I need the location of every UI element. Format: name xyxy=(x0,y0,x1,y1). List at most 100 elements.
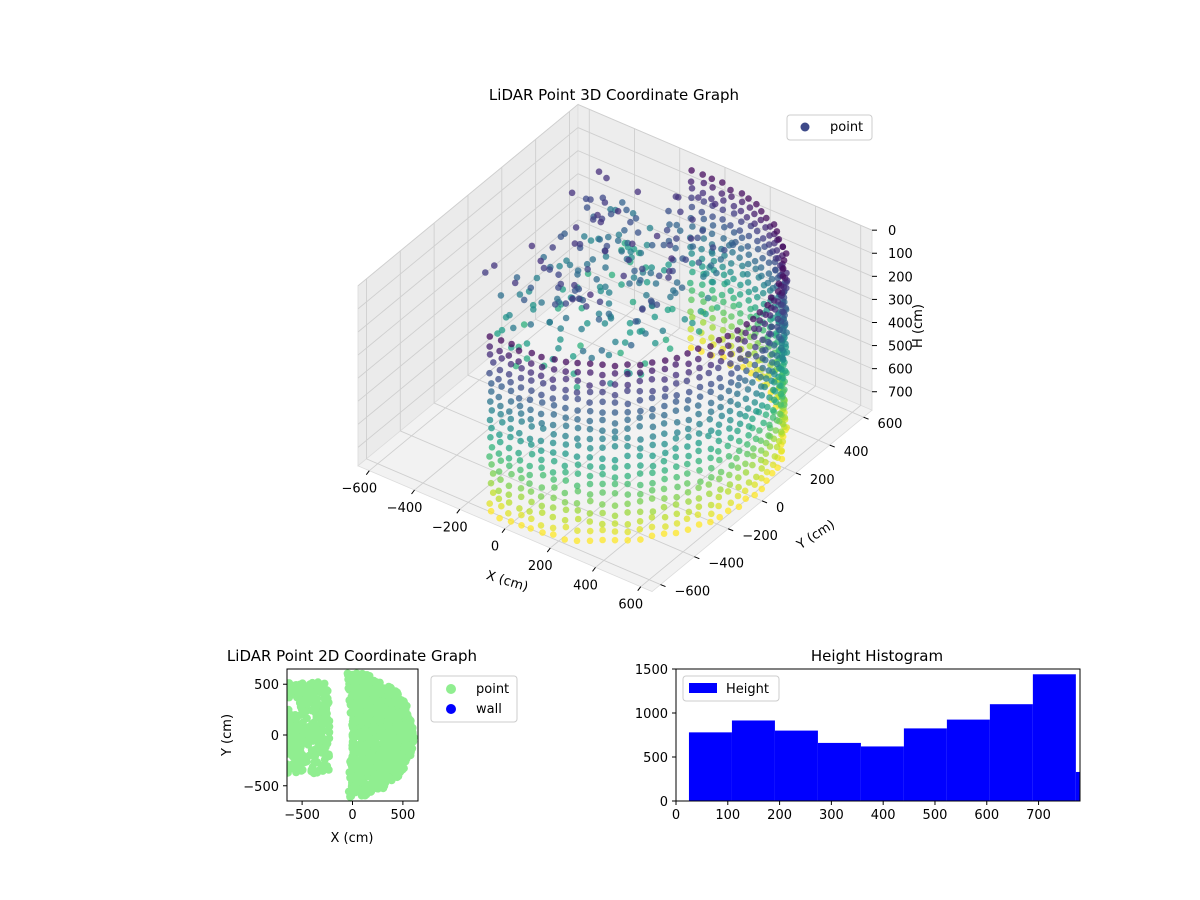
point-3d xyxy=(699,337,706,345)
point-3d xyxy=(624,387,631,395)
point-3d xyxy=(562,414,569,422)
point-3d xyxy=(549,395,557,402)
point-2d xyxy=(394,767,403,775)
point-3d xyxy=(598,347,606,354)
point-3d xyxy=(649,508,657,515)
point-3d xyxy=(737,355,744,362)
point-3d xyxy=(695,457,703,465)
histogram-bar xyxy=(946,719,990,801)
chart-3d-legend: point xyxy=(786,114,873,141)
point-3d xyxy=(659,327,667,335)
point-3d xyxy=(661,357,669,364)
point-3d xyxy=(506,311,513,319)
point-2d xyxy=(301,737,310,746)
point-3d xyxy=(528,387,535,395)
point-3d xyxy=(741,377,749,384)
point-3d xyxy=(538,484,546,491)
point-3d xyxy=(684,526,692,533)
point-2d xyxy=(373,762,382,771)
point-3d xyxy=(758,392,766,399)
point-2d xyxy=(383,754,392,763)
point-3d xyxy=(775,280,783,288)
point-3d xyxy=(758,465,765,472)
point-3d xyxy=(726,471,733,479)
point-3d xyxy=(662,336,670,344)
point-3d xyxy=(562,368,569,375)
point-3d xyxy=(550,457,558,465)
point-3d xyxy=(539,529,546,536)
point-3d xyxy=(751,210,758,218)
point-3d xyxy=(571,240,579,247)
point-3d xyxy=(759,347,766,354)
point-3d xyxy=(518,418,525,425)
point-3d xyxy=(538,353,545,361)
point-2d xyxy=(365,758,374,767)
point-3d xyxy=(589,256,597,263)
point-3d xyxy=(716,513,723,521)
point-3d xyxy=(625,256,632,264)
point-2d xyxy=(355,786,364,795)
chart-histogram-legend-swatch xyxy=(689,683,717,693)
point-3d xyxy=(752,435,760,443)
point-3d xyxy=(684,460,691,468)
point-3d xyxy=(724,279,731,286)
point-3d xyxy=(621,227,628,234)
point-3d xyxy=(648,376,656,383)
point-3d xyxy=(649,413,656,420)
point-3d xyxy=(538,456,545,464)
y-tick-mark xyxy=(728,528,734,532)
point-3d xyxy=(719,179,726,186)
point-3d xyxy=(546,318,553,326)
point-2d xyxy=(376,717,384,726)
point-3d xyxy=(730,275,737,283)
point-3d xyxy=(744,260,752,268)
point-3d xyxy=(601,320,609,327)
point-3d xyxy=(527,416,534,423)
point-3d xyxy=(777,390,785,398)
point-3d xyxy=(684,350,691,357)
point-3d xyxy=(550,476,557,483)
point-3d xyxy=(734,364,741,372)
chart-2d-legend-label-wall: wall xyxy=(476,702,502,717)
point-3d xyxy=(724,488,732,495)
point-3d xyxy=(674,483,681,491)
point-3d xyxy=(611,399,619,406)
point-3d xyxy=(696,467,703,474)
z-tick-label: 700 xyxy=(888,386,913,401)
point-2d xyxy=(376,685,385,694)
point-3d xyxy=(727,379,735,386)
point-3d xyxy=(744,270,751,278)
point-3d xyxy=(757,383,765,390)
point-3d xyxy=(505,510,512,517)
x-tick-mark xyxy=(501,528,506,533)
point-3d xyxy=(688,287,696,294)
point-3d xyxy=(561,489,569,497)
point-3d xyxy=(753,200,760,208)
y-tick-label: 0 xyxy=(776,501,784,516)
point-3d xyxy=(676,227,684,234)
point-3d xyxy=(716,374,723,382)
point-3d xyxy=(488,444,496,451)
point-3d xyxy=(648,241,656,249)
point-3d xyxy=(727,186,734,194)
point-3d xyxy=(624,480,631,488)
point-3d xyxy=(505,482,513,490)
x-tick-label: 400 xyxy=(871,808,896,823)
point-3d xyxy=(568,189,576,197)
point-3d xyxy=(753,227,761,235)
point-3d xyxy=(487,479,495,487)
point-3d xyxy=(549,244,556,251)
point-3d xyxy=(515,395,523,402)
point-3d xyxy=(734,381,742,389)
point-2d xyxy=(375,750,384,759)
point-3d xyxy=(574,424,582,432)
point-3d xyxy=(652,339,659,347)
point-3d xyxy=(562,314,570,322)
point-2d xyxy=(297,766,306,775)
point-3d xyxy=(574,487,582,495)
point-2d xyxy=(386,698,395,707)
point-3d xyxy=(562,358,570,366)
chart-3d: LiDAR Point 3D Coordinate Graph −600 −400… xyxy=(341,86,926,613)
point-3d xyxy=(672,435,680,442)
point-3d xyxy=(769,461,777,469)
